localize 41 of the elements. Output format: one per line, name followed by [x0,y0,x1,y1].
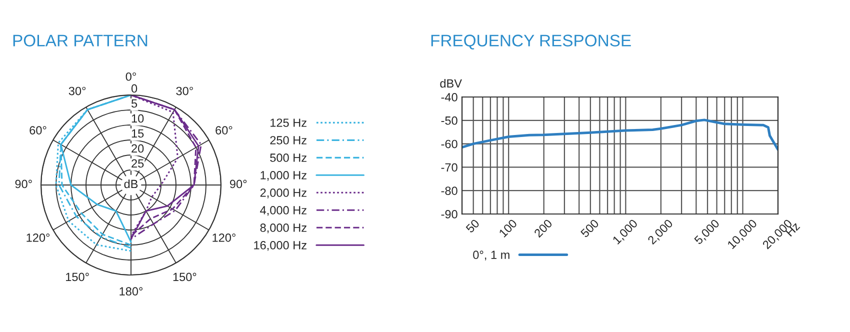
legend-label: 250 Hz [270,136,306,144]
legend-label: 4,000 Hz [260,206,306,216]
chart-title: FREQUENCY RESPONSE [431,34,631,50]
spoke-label: 0° [126,72,136,81]
spoke-label: 150° [173,272,196,282]
legend-label: 16,000 Hz [254,241,306,251]
y-tick-label: 15 [132,129,144,138]
spoke-label: 90° [15,180,32,188]
y-axis-title: dBV [440,78,462,88]
y-tick-label: -80 [441,186,458,195]
spoke-label: 60° [30,126,46,134]
legend-label: 125 Hz [270,118,306,127]
y-tick-label: 25 [132,159,144,168]
y-tick-label: -90 [441,210,458,218]
y-tick-label: -50 [441,116,458,125]
spoke-label: 150° [66,272,89,282]
y-tick-label: -70 [441,163,458,172]
spoke-label: 120° [212,233,236,242]
y-tick-label: 0 [131,84,138,93]
y-tick-label: -40 [441,93,458,102]
x-tick-label: 50 [465,218,480,234]
spoke-label: 60° [216,126,232,134]
legend-label: 0°, 1 m [473,250,510,260]
legend-label: 500 Hz [270,154,306,162]
text: dB [124,179,138,188]
spoke-label: 30° [68,86,86,96]
y-tick-label: 5 [131,99,138,108]
y-tick-label: -60 [441,140,458,148]
spoke-label: 90° [230,180,247,188]
y-tick-label: 20 [132,144,144,153]
y-tick-label: 10 [132,114,144,123]
legend-label: 1,000 Hz [260,171,306,181]
x-tick-label: 100 [498,218,518,238]
x-tick-label: 500 [580,218,600,238]
x-tick-label: 200 [534,218,553,238]
chart-title: POLAR PATTERN [13,34,148,46]
legend-label: 8,000 Hz [260,224,306,234]
spoke-label: 120° [26,233,50,242]
spoke-label: 180° [120,287,142,296]
spoke-label: 30° [176,86,193,96]
legend-label: 2,000 Hz [260,188,306,198]
